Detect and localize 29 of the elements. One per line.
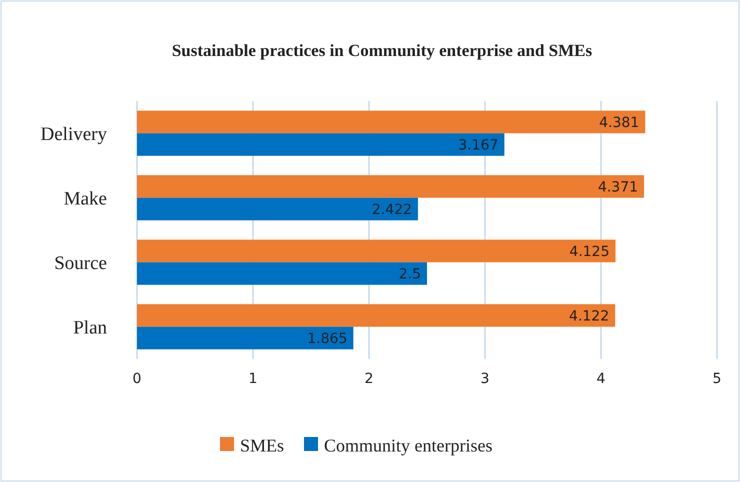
bar — [137, 326, 354, 350]
data-label: 1.865 — [307, 330, 348, 347]
legend-label: SMEs — [240, 435, 284, 456]
data-label: 4.371 — [598, 179, 638, 196]
y-tick-label: Make — [64, 188, 107, 210]
bar — [137, 304, 616, 327]
x-tick-label: 0 — [132, 371, 142, 387]
data-label: 2.5 — [398, 266, 421, 282]
chart-title: Sustainable practices in Community enterprise and SMEs — [172, 41, 593, 60]
y-tick-label: Plan — [73, 317, 108, 338]
y-tick-label: Source — [54, 252, 107, 274]
bar — [137, 133, 504, 156]
legend-label: Community enterprises — [324, 435, 492, 456]
data-label: 2.422 — [372, 202, 412, 218]
y-tick-label: Delivery — [40, 124, 108, 145]
bar — [137, 198, 418, 220]
x-tick-label: 1 — [248, 371, 258, 387]
x-tick-label: 5 — [712, 371, 722, 387]
bar — [137, 110, 646, 134]
x-tick-label: 3 — [480, 371, 490, 387]
x-tick-label: 2 — [364, 371, 374, 387]
data-label: 3.167 — [458, 137, 498, 154]
data-label: 4.125 — [569, 244, 610, 260]
bar — [137, 262, 427, 285]
bar — [137, 175, 644, 198]
data-label: 4.381 — [599, 114, 640, 131]
data-label: 4.122 — [569, 308, 610, 324]
bar — [137, 240, 616, 262]
x-tick-label: 4 — [596, 371, 606, 387]
